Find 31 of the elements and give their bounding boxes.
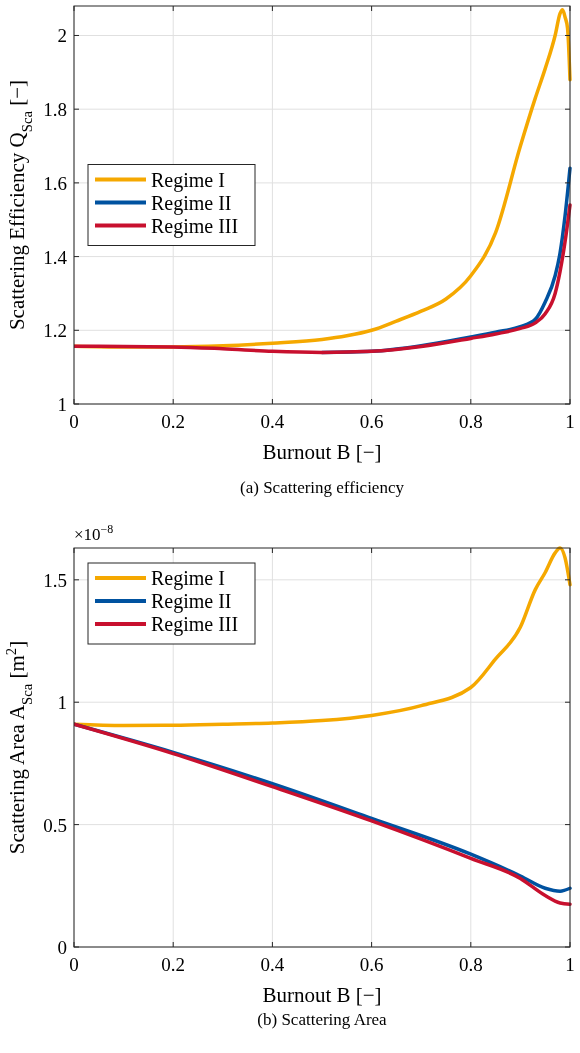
y-tick-label: 0.5 xyxy=(43,814,67,836)
x-tick-label: 0.4 xyxy=(260,411,285,432)
legend-label: Regime III xyxy=(151,214,239,238)
text: (a) Scattering efficiency xyxy=(240,478,405,497)
x-tick-label: 0.2 xyxy=(161,411,186,432)
y-tick-label: 1 xyxy=(57,692,67,714)
y-tick-label: 1.5 xyxy=(43,569,67,591)
y-tick-label: 1.6 xyxy=(43,172,67,194)
x-tick-label: 0.2 xyxy=(161,954,186,975)
x-tick-label: 0.6 xyxy=(359,954,384,975)
legend-label: Regime II xyxy=(151,590,232,613)
legend-label: Regime III xyxy=(151,613,239,636)
legend-label: Regime I xyxy=(151,567,225,590)
y-tick-label: 0 xyxy=(57,937,67,958)
x-tick-label: 1 xyxy=(565,954,575,975)
y-tick-label: 1.4 xyxy=(43,246,68,268)
y-tick-label: 1.8 xyxy=(43,99,67,121)
y-tick-label: 1.2 xyxy=(43,320,67,342)
x-tick-label: 0.8 xyxy=(458,411,483,432)
legend-label: Regime II xyxy=(151,191,232,215)
x-tick-label: 0.4 xyxy=(260,954,285,975)
y-tick-label: 2 xyxy=(57,25,67,47)
x-axis-title: Burnout B [−] xyxy=(262,440,382,464)
y-tick-label: 1 xyxy=(57,394,67,415)
x-tick-label: 1 xyxy=(565,411,575,432)
x-axis-title: Burnout B [−] xyxy=(262,983,382,1007)
text: ×10$^{−8}$ xyxy=(74,522,114,544)
x-tick-label: 0.6 xyxy=(359,411,384,432)
legend-label: Regime I xyxy=(151,168,225,192)
text: (b) Scattering Area xyxy=(257,1010,388,1029)
x-tick-label: 0.8 xyxy=(458,954,483,975)
